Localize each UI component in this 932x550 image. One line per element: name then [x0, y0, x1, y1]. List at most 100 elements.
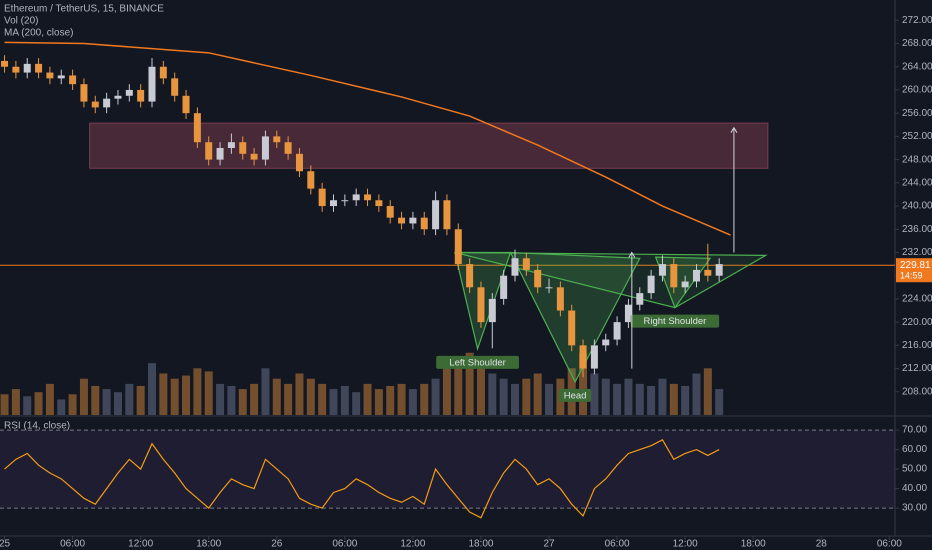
last-price-label: 229.81 [900, 260, 931, 271]
candle-body [420, 217, 428, 230]
volume-bar [352, 392, 361, 415]
candle-body [579, 345, 587, 369]
x-tick-label: 06:00 [60, 539, 85, 550]
candle-body [443, 200, 451, 230]
candle-body [624, 304, 632, 323]
y-tick-label: 272.00 [902, 15, 932, 26]
candle-body [80, 84, 88, 102]
candle-body [341, 200, 349, 202]
candle-body [57, 75, 65, 79]
countdown-label: 14:59 [900, 271, 923, 281]
candle-body [398, 217, 406, 224]
volume-bar [216, 383, 225, 415]
candle-body [12, 66, 20, 73]
volume-bar [227, 385, 236, 415]
candle-body [409, 217, 417, 224]
volume-bar [522, 378, 531, 415]
volume-bar [306, 378, 315, 415]
candle-body [148, 66, 156, 102]
rsi-tick-label: 70.00 [902, 425, 927, 436]
candle-body [602, 339, 610, 346]
candle-body [103, 98, 111, 108]
y-tick-label: 248.00 [902, 154, 932, 165]
y-tick-label: 264.00 [902, 61, 932, 72]
candle-body [386, 206, 394, 218]
candle-body [35, 63, 43, 73]
volume-bar [488, 373, 497, 415]
volume-bar [318, 383, 327, 415]
volume-bar [125, 383, 134, 415]
y-tick-label: 252.00 [902, 131, 932, 142]
volume-bar [57, 399, 66, 415]
candle-body [364, 194, 372, 201]
volume-bar [681, 385, 690, 415]
last-price-box [896, 258, 932, 283]
rsi-tick-label: 40.00 [902, 483, 927, 494]
candle-body [171, 78, 179, 96]
volume-bar [68, 394, 77, 415]
x-tick-label: 27 [543, 539, 555, 550]
pattern-label-box [436, 355, 519, 369]
volume-bar [476, 357, 485, 415]
candle-body [284, 142, 292, 154]
y-tick-label: 240.00 [902, 201, 932, 212]
volume-bar [499, 378, 508, 415]
volume-bar [397, 383, 406, 415]
volume-bar [669, 383, 678, 415]
candle-body [182, 95, 190, 114]
pattern-label: Head [564, 390, 587, 401]
rsi-band [0, 430, 895, 509]
rsi-tick-label: 50.00 [902, 464, 927, 475]
y-tick-label: 260.00 [902, 85, 932, 96]
volume-bar [238, 389, 247, 415]
volume-bar [45, 383, 54, 415]
pattern-label: Left Shoulder [449, 357, 506, 368]
volume-bar [295, 373, 304, 415]
y-tick-label: 268.00 [902, 38, 932, 49]
candle-body [227, 142, 235, 149]
volume-bar [23, 396, 32, 415]
candle-body [295, 153, 303, 172]
volume-label: Vol (20) [4, 16, 38, 27]
volume-bar [715, 389, 724, 415]
x-tick-label: 12:00 [400, 539, 425, 550]
volume-bar [261, 368, 270, 415]
volume-bar [374, 389, 383, 415]
volume-bar [408, 389, 417, 415]
y-tick-label: 224.00 [902, 294, 932, 305]
candle-body [114, 95, 122, 99]
x-tick-label: 18:00 [741, 539, 766, 550]
volume-bar [148, 363, 157, 415]
volume-bar [533, 373, 542, 415]
y-tick-label: 236.00 [902, 224, 932, 235]
volume-bar [79, 378, 88, 415]
candle-body [568, 310, 576, 346]
volume-bar [193, 368, 202, 415]
candle-body [500, 275, 508, 299]
x-tick-label: 18:00 [196, 539, 221, 550]
volume-bar [386, 385, 395, 415]
volume-bar [113, 392, 122, 415]
y-tick-label: 220.00 [902, 317, 932, 328]
candle-body [636, 293, 644, 305]
candle-body [647, 275, 655, 294]
volume-bar [431, 378, 440, 415]
candle-body [1, 60, 9, 67]
x-tick-label: 06:00 [332, 539, 357, 550]
volume-bar [204, 371, 213, 415]
candle-body [193, 113, 201, 143]
candle-body [216, 148, 224, 160]
candle-body [261, 136, 269, 160]
volume-bar [102, 389, 111, 415]
volume-bar [613, 383, 622, 415]
candle-body [658, 264, 666, 276]
pattern-label-box [558, 388, 592, 402]
candle-body [205, 142, 213, 160]
candle-body [681, 281, 689, 288]
volume-bar [454, 368, 463, 415]
volume-bar [250, 383, 259, 415]
candle-body [375, 200, 383, 207]
x-tick-label: 12:00 [673, 539, 698, 550]
volume-bar [363, 383, 372, 415]
